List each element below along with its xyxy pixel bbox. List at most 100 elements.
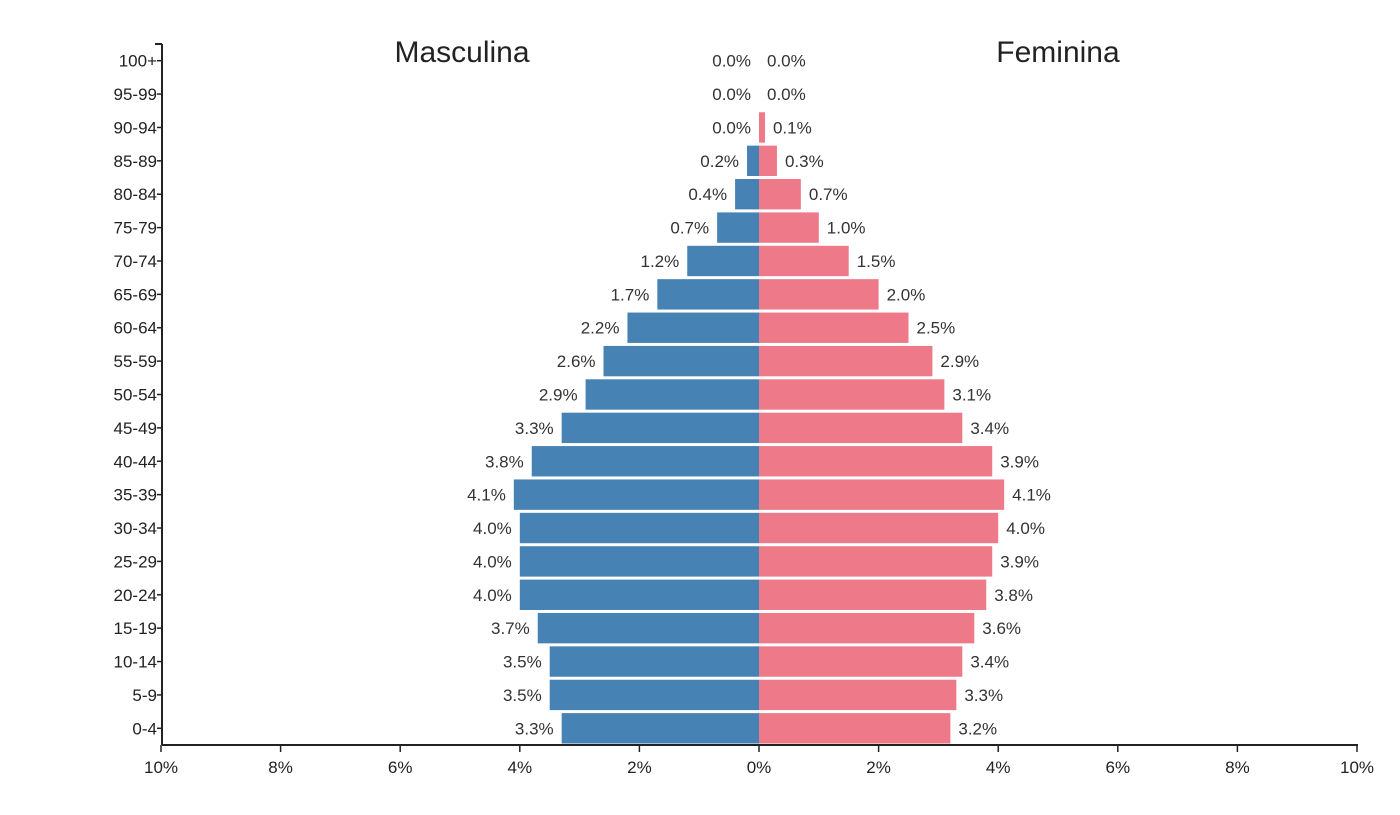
x-tick-label: 4%	[508, 758, 533, 777]
series-title-feminina: Feminina	[996, 36, 1120, 69]
age-label-55-59: 55-59	[114, 352, 157, 371]
x-tick-label: 4%	[986, 758, 1011, 777]
bar-masculina-75-79	[717, 212, 759, 243]
value-label-feminina-35-39: 4.1%	[1012, 486, 1051, 505]
value-label-masculina-85-89: 0.2%	[700, 152, 739, 171]
bar-feminina-30-34	[759, 512, 999, 544]
bar-feminina-0-4	[759, 713, 951, 744]
value-label-feminina-95-99: 0.0%	[767, 85, 806, 104]
age-label-60-64: 60-64	[114, 319, 157, 338]
age-label-50-54: 50-54	[114, 386, 157, 405]
series-title-masculina: Masculina	[394, 36, 529, 69]
value-label-feminina-50-54: 3.1%	[952, 386, 991, 405]
bar-feminina-25-29	[759, 546, 993, 577]
age-label-40-44: 40-44	[114, 452, 157, 471]
bar-masculina-85-89	[747, 145, 759, 177]
value-label-feminina-90-94: 0.1%	[773, 118, 812, 137]
age-label-95-99: 95-99	[114, 85, 157, 104]
value-label-feminina-55-59: 2.9%	[940, 352, 979, 371]
age-label-5-9: 5-9	[132, 686, 157, 705]
value-label-masculina-60-64: 2.2%	[581, 319, 620, 338]
bar-feminina-55-59	[759, 345, 933, 377]
age-label-20-24: 20-24	[114, 586, 157, 605]
value-label-feminina-5-9: 3.3%	[964, 686, 1003, 705]
age-label-100+: 100+	[119, 52, 157, 71]
value-label-feminina-100+: 0.0%	[767, 52, 806, 71]
value-label-masculina-5-9: 3.5%	[503, 686, 542, 705]
bar-masculina-55-59	[603, 345, 759, 377]
value-label-masculina-30-34: 4.0%	[473, 519, 512, 538]
bar-feminina-75-79	[759, 212, 819, 243]
value-label-feminina-70-74: 1.5%	[857, 252, 896, 271]
value-label-masculina-50-54: 2.9%	[539, 386, 578, 405]
age-label-10-14: 10-14	[114, 653, 157, 672]
bar-feminina-35-39	[759, 479, 1005, 510]
value-label-masculina-15-19: 3.7%	[491, 619, 530, 638]
value-label-masculina-80-84: 0.4%	[688, 185, 727, 204]
bar-masculina-20-24	[519, 579, 759, 610]
value-label-masculina-45-49: 3.3%	[515, 419, 554, 438]
bar-feminina-20-24	[759, 579, 987, 610]
age-label-80-84: 80-84	[114, 185, 157, 204]
value-label-masculina-75-79: 0.7%	[670, 219, 709, 238]
bar-masculina-35-39	[513, 479, 759, 510]
age-label-45-49: 45-49	[114, 419, 157, 438]
bar-feminina-5-9	[759, 679, 957, 711]
value-label-feminina-65-69: 2.0%	[887, 285, 926, 304]
bar-feminina-45-49	[759, 412, 963, 444]
bar-feminina-90-94	[759, 112, 765, 143]
value-label-masculina-95-99: 0.0%	[712, 85, 751, 104]
x-tick-label: 10%	[1340, 758, 1374, 777]
value-label-feminina-20-24: 3.8%	[994, 586, 1033, 605]
age-label-75-79: 75-79	[114, 219, 157, 238]
bar-feminina-65-69	[759, 279, 879, 310]
value-label-masculina-10-14: 3.5%	[503, 653, 542, 672]
x-tick-label: 6%	[1106, 758, 1131, 777]
bar-masculina-80-84	[735, 179, 759, 210]
value-label-masculina-100+: 0.0%	[712, 52, 751, 71]
value-label-feminina-30-34: 4.0%	[1006, 519, 1045, 538]
bar-masculina-0-4	[561, 713, 759, 744]
value-label-feminina-85-89: 0.3%	[785, 152, 824, 171]
value-label-masculina-90-94: 0.0%	[712, 118, 751, 137]
value-label-masculina-40-44: 3.8%	[485, 452, 524, 471]
bar-feminina-40-44	[759, 446, 993, 477]
age-label-65-69: 65-69	[114, 285, 157, 304]
bar-feminina-70-74	[759, 245, 849, 277]
bar-feminina-80-84	[759, 179, 801, 210]
value-label-feminina-60-64: 2.5%	[917, 319, 956, 338]
age-label-35-39: 35-39	[114, 486, 157, 505]
age-label-25-29: 25-29	[114, 552, 157, 571]
x-tick-label: 6%	[388, 758, 413, 777]
age-label-70-74: 70-74	[114, 252, 157, 271]
bar-feminina-10-14	[759, 646, 963, 677]
x-tick-label: 2%	[627, 758, 652, 777]
x-tick-label: 0%	[747, 758, 772, 777]
value-label-feminina-80-84: 0.7%	[809, 185, 848, 204]
value-label-feminina-10-14: 3.4%	[970, 653, 1009, 672]
value-label-masculina-70-74: 1.2%	[640, 252, 679, 271]
bar-masculina-45-49	[561, 412, 759, 444]
bar-feminina-85-89	[759, 145, 777, 177]
bar-masculina-25-29	[519, 546, 759, 577]
bar-masculina-10-14	[549, 646, 759, 677]
age-label-85-89: 85-89	[114, 152, 157, 171]
value-label-feminina-15-19: 3.6%	[982, 619, 1021, 638]
value-label-feminina-0-4: 3.2%	[958, 719, 997, 738]
value-label-masculina-0-4: 3.3%	[515, 719, 554, 738]
age-label-15-19: 15-19	[114, 619, 157, 638]
age-label-90-94: 90-94	[114, 118, 157, 137]
value-label-feminina-75-79: 1.0%	[827, 219, 866, 238]
value-label-masculina-65-69: 1.7%	[611, 285, 650, 304]
x-tick-label: 8%	[268, 758, 293, 777]
bar-feminina-60-64	[759, 312, 909, 343]
value-label-feminina-45-49: 3.4%	[970, 419, 1009, 438]
age-label-0-4: 0-4	[132, 719, 157, 738]
bar-masculina-15-19	[537, 612, 759, 644]
bar-feminina-50-54	[759, 379, 945, 410]
bar-masculina-30-34	[519, 512, 759, 544]
value-label-feminina-40-44: 3.9%	[1000, 452, 1039, 471]
bar-masculina-40-44	[531, 446, 759, 477]
